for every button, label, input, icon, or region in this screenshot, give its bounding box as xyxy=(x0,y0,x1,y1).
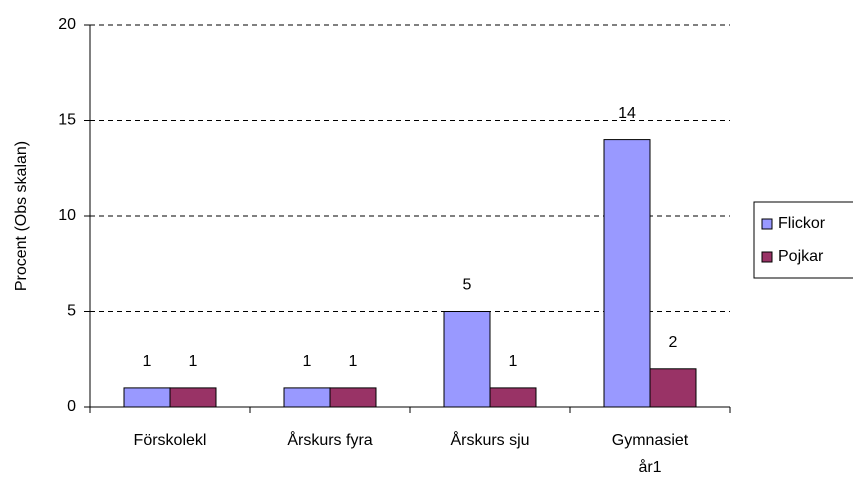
y-tick-label: 0 xyxy=(67,398,76,415)
bar xyxy=(603,139,651,408)
y-axis-label: Procent (Obs skalan) xyxy=(13,141,30,291)
bar xyxy=(443,311,491,408)
value-label: 1 xyxy=(189,353,198,370)
y-tick-label: 20 xyxy=(58,16,76,33)
value-label: 1 xyxy=(509,353,518,370)
value-label: 14 xyxy=(618,105,636,122)
value-label: 1 xyxy=(349,353,358,370)
bar xyxy=(169,387,217,408)
value-label: 5 xyxy=(463,277,472,294)
y-tick-label: 15 xyxy=(58,112,76,129)
bar xyxy=(123,387,171,408)
y-tick-label: 5 xyxy=(67,303,76,320)
value-label: 2 xyxy=(669,334,678,351)
value-label: 1 xyxy=(143,353,152,370)
x-tick-label: Årskurs fyra xyxy=(287,430,372,449)
legend-swatch xyxy=(761,218,773,230)
legend-label: Pojkar xyxy=(778,248,824,265)
x-tick-label: Årskurs sju xyxy=(450,430,529,449)
bar xyxy=(489,387,537,408)
bar xyxy=(283,387,331,408)
legend-box xyxy=(753,201,853,279)
bar xyxy=(329,387,377,408)
y-tick-label: 10 xyxy=(58,207,76,224)
x-tick-label: Förskolekl xyxy=(134,432,207,449)
value-label: 1 xyxy=(303,353,312,370)
x-tick-label: Gymnasiet år1 xyxy=(612,432,689,476)
legend-label: Flickor xyxy=(778,215,826,232)
bar xyxy=(649,368,697,408)
legend-swatch xyxy=(761,251,773,263)
